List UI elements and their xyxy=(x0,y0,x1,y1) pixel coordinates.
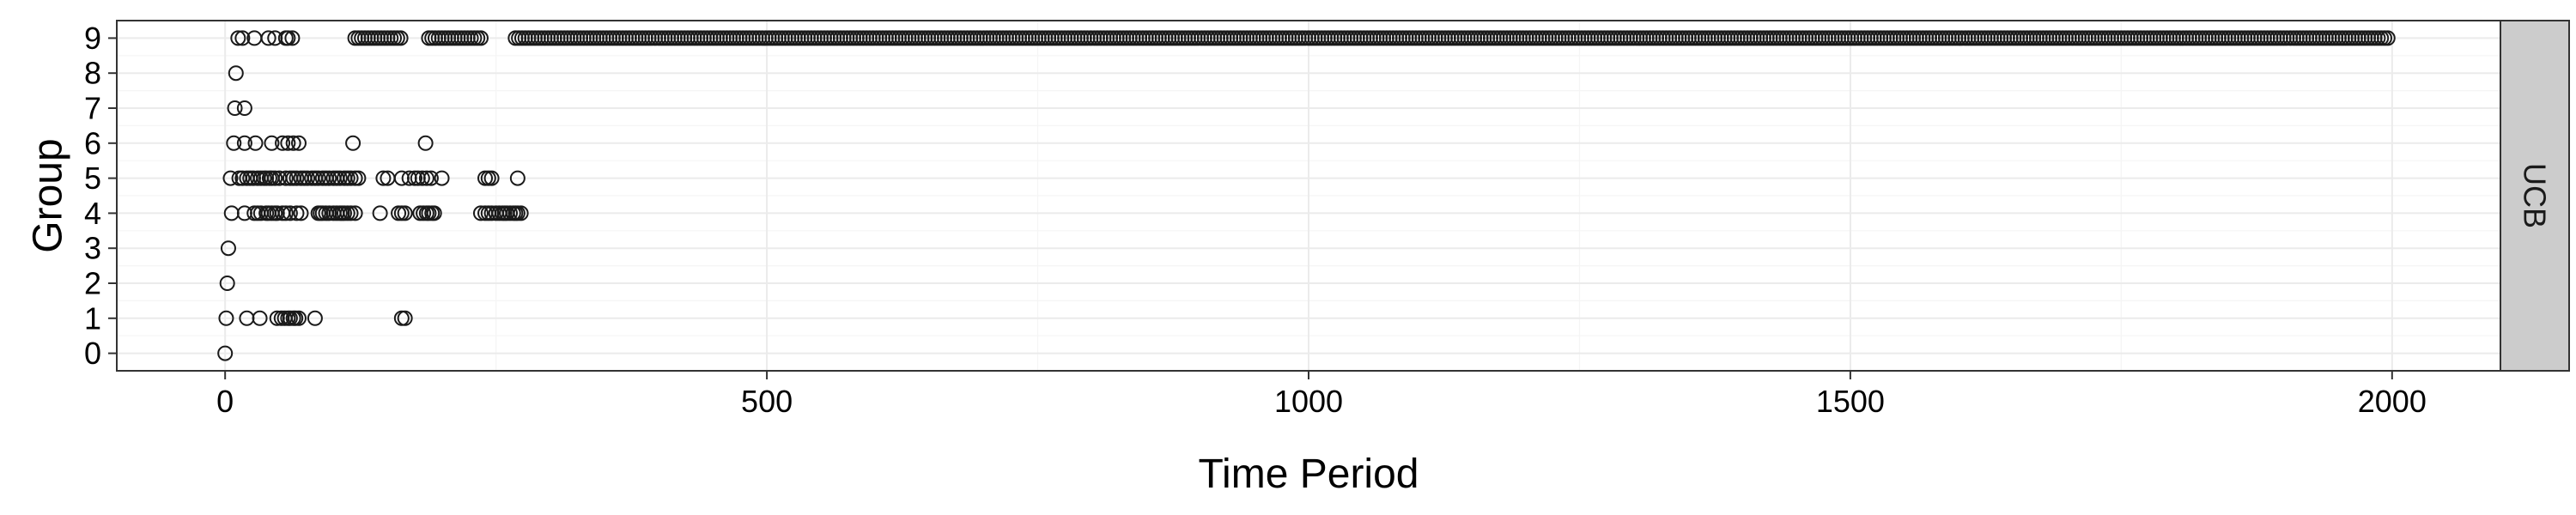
data-point xyxy=(307,310,323,326)
data-point xyxy=(252,310,268,326)
data-point xyxy=(300,170,316,186)
y-tick-label: 5 xyxy=(84,161,101,196)
x-axis-title: Time Period xyxy=(1199,451,1419,497)
data-point xyxy=(290,310,307,326)
data-point xyxy=(228,65,244,82)
data-point xyxy=(321,170,337,186)
data-point xyxy=(226,135,242,151)
data-point xyxy=(234,170,251,186)
data-point xyxy=(397,310,413,326)
data-point xyxy=(234,30,251,46)
data-point xyxy=(236,100,252,116)
data-point xyxy=(218,310,234,326)
y-tick-label: 7 xyxy=(84,91,101,126)
y-tick-label: 1 xyxy=(84,300,101,336)
data-point xyxy=(418,170,434,186)
y-tick-label: 4 xyxy=(84,196,101,231)
data-point xyxy=(422,170,439,186)
data-point xyxy=(217,345,234,361)
y-axis-title: Group xyxy=(26,138,71,252)
data-point xyxy=(222,170,239,186)
data-point xyxy=(310,170,326,186)
data-point xyxy=(472,30,489,46)
data-point xyxy=(236,135,252,151)
data-point xyxy=(472,205,489,221)
y-tick-label: 9 xyxy=(84,21,101,56)
data-point xyxy=(2379,30,2396,46)
data-point xyxy=(397,205,413,221)
data-point xyxy=(280,135,296,151)
data-points xyxy=(217,30,2396,361)
y-tick-label: 0 xyxy=(84,336,101,371)
data-point xyxy=(260,30,276,46)
x-tick-label: 1000 xyxy=(1274,384,1343,419)
data-point xyxy=(434,170,450,186)
data-point xyxy=(230,30,246,46)
data-point xyxy=(264,135,280,151)
data-point xyxy=(220,240,236,257)
data-point xyxy=(343,170,359,186)
grid-lines xyxy=(117,21,2500,371)
data-point xyxy=(372,205,388,221)
data-point xyxy=(219,276,235,291)
data-point xyxy=(343,205,359,221)
x-tick-label: 1500 xyxy=(1816,384,1885,419)
data-point xyxy=(345,135,361,151)
y-tick-label: 2 xyxy=(84,266,101,301)
data-point xyxy=(483,170,500,186)
x-tick-label: 2000 xyxy=(2358,384,2427,419)
data-point xyxy=(247,135,264,151)
data-point xyxy=(375,170,392,186)
facet-strip-label: UCB xyxy=(2518,163,2553,228)
data-point xyxy=(289,205,305,221)
y-tick-label: 3 xyxy=(84,231,101,266)
data-point xyxy=(227,100,243,116)
data-point xyxy=(426,205,442,221)
x-axis: 0 500 1000 1500 2000 xyxy=(216,371,2427,419)
data-point xyxy=(293,205,309,221)
facet-strip: UCB xyxy=(2500,20,2570,372)
data-point xyxy=(417,135,434,151)
data-point xyxy=(392,30,409,46)
data-point xyxy=(289,170,305,186)
data-point xyxy=(280,30,296,46)
data-point xyxy=(513,205,529,221)
data-point xyxy=(284,30,301,46)
data-point xyxy=(275,135,291,151)
data-point xyxy=(267,170,283,186)
data-point xyxy=(285,135,301,151)
data-point xyxy=(277,205,294,221)
y-tick-label: 8 xyxy=(84,56,101,91)
data-point xyxy=(347,205,363,221)
data-point xyxy=(509,170,526,186)
facet-strip-background xyxy=(2500,20,2570,372)
x-tick-label: 500 xyxy=(741,384,793,419)
x-tick-label: 0 xyxy=(216,384,234,419)
data-point xyxy=(331,170,348,186)
data-point xyxy=(277,170,294,186)
y-tick-label: 6 xyxy=(84,125,101,161)
data-point xyxy=(350,170,367,186)
data-point xyxy=(414,170,430,186)
data-point xyxy=(282,205,298,221)
data-point xyxy=(290,135,307,151)
